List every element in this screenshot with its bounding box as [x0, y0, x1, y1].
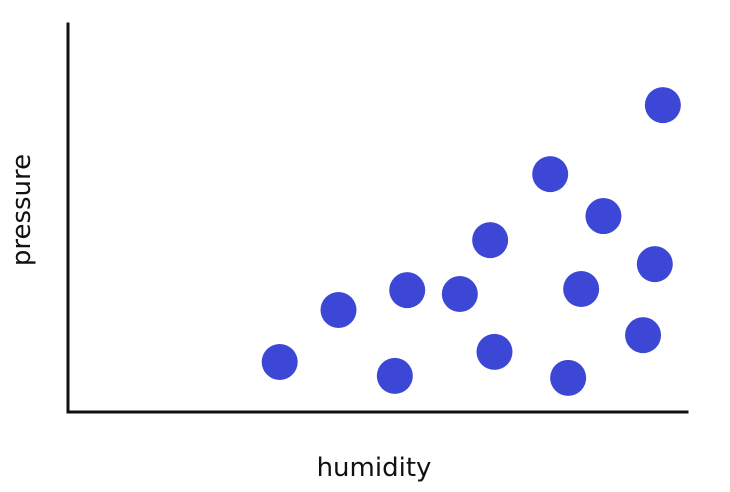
- data-point-11: [585, 198, 622, 235]
- data-point-13: [636, 246, 673, 283]
- points-layer: [261, 87, 681, 396]
- data-point-9: [550, 359, 587, 396]
- x-axis-label: humidity: [317, 453, 432, 483]
- data-point-5: [441, 276, 478, 313]
- data-point-10: [563, 271, 600, 308]
- data-point-3: [376, 357, 413, 394]
- data-point-4: [389, 272, 426, 309]
- data-point-2: [320, 291, 357, 328]
- data-point-14: [644, 87, 681, 124]
- y-axis-label: pressure: [7, 154, 37, 266]
- data-point-6: [472, 222, 509, 259]
- data-point-12: [625, 317, 662, 354]
- data-point-7: [476, 333, 513, 370]
- data-point-8: [532, 156, 569, 193]
- data-point-1: [261, 343, 298, 380]
